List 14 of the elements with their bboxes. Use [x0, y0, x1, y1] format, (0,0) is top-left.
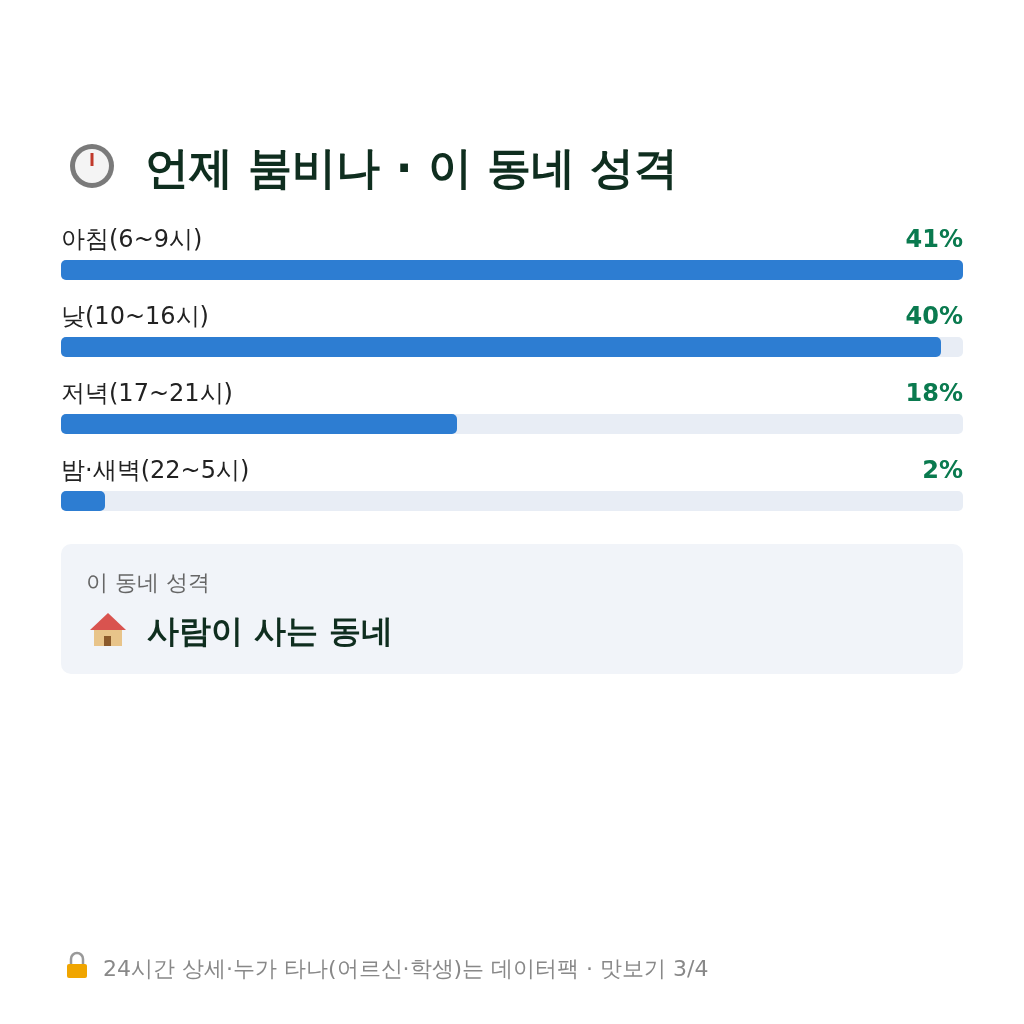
data-label: 40%	[905, 302, 963, 330]
text: 사람이 사는 동네	[147, 612, 394, 650]
data-label: 2%	[922, 456, 963, 484]
bar	[61, 491, 105, 511]
text: 이 동네 성격	[86, 570, 210, 595]
y-tick-label: 아침(6~9시)	[61, 225, 203, 253]
bar	[61, 337, 941, 357]
y-tick-label: 저녁(17~21시)	[61, 379, 233, 407]
y-tick-label: 낮(10~16시)	[61, 302, 209, 330]
y-tick-label: 밤·새벽(22~5시)	[61, 456, 250, 484]
text: 24시간 상세·누가 타나(어르신·학생)는 데이터팩 · 맛보기 3/4	[103, 956, 709, 981]
data-label: 41%	[905, 225, 963, 253]
chart-title: 언제 붐비나 · 이 동네 성격	[145, 142, 679, 193]
data-label: 18%	[905, 379, 963, 407]
